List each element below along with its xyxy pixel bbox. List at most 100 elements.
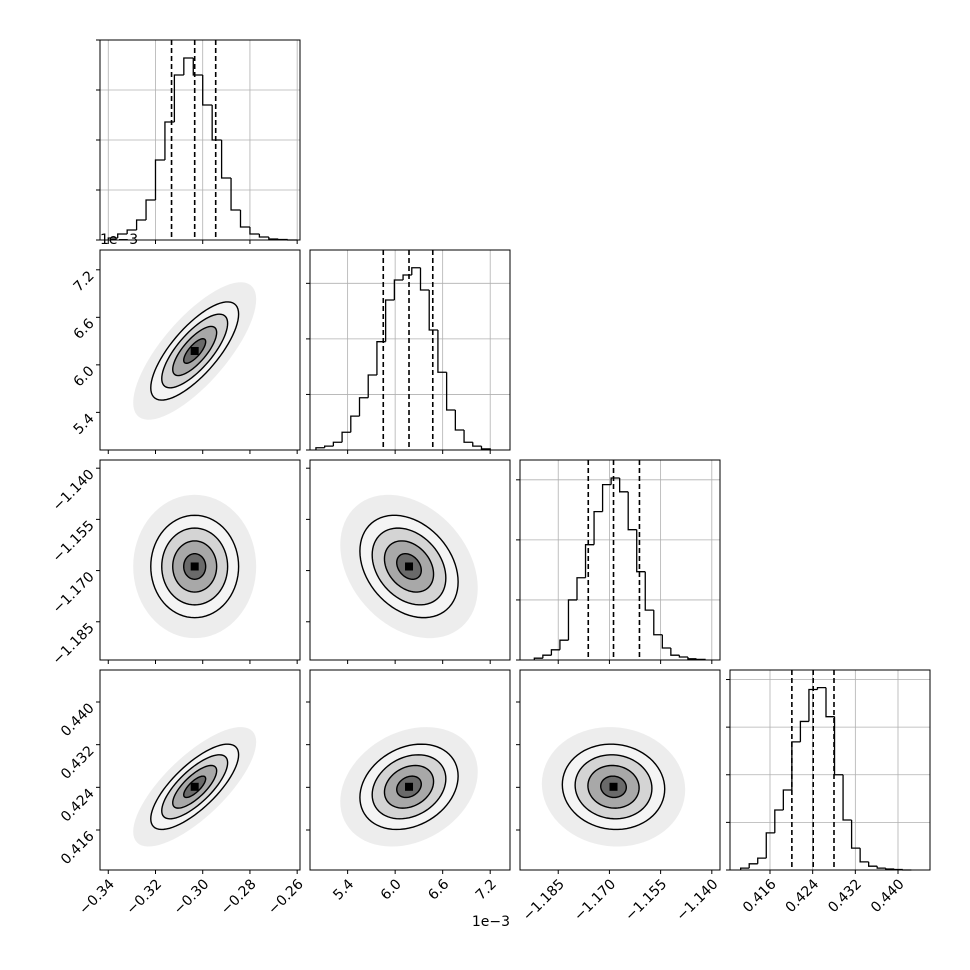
y-tick-label: 7.2 [71,268,98,295]
hist-bin [230,178,241,211]
contour [183,775,207,799]
offset-label: 1e−3 [472,914,510,930]
hist-bin [154,159,165,200]
hist-bin [135,219,147,230]
hist-bin [315,447,325,450]
hist-bin [402,274,412,280]
hist-bin [183,57,194,75]
hist-bin [211,105,222,141]
y-tick-label: 0.440 [58,700,98,740]
hist-bin [653,610,663,636]
density-peak [190,782,199,791]
contour [561,743,666,831]
x-tick-label: −0.28 [218,876,260,918]
hist-bin [411,267,421,275]
hist-bin [277,238,288,241]
hist-bin [765,832,775,859]
y-tick-label: −1.140 [50,467,98,515]
hist-bin [445,372,456,411]
hist-bin [145,199,156,220]
hist-bin [419,267,430,291]
panel-frame [309,249,511,451]
hist-bin [126,229,137,234]
contour [600,775,628,799]
hist-bin [376,341,386,375]
contour [150,301,240,401]
hist-bin [670,647,680,656]
hist-bin [833,716,844,776]
hist-bin [567,599,577,641]
y-tick-label: 0.424 [58,786,98,826]
y-tick-label: 0.416 [58,828,98,868]
hist-bin [593,511,603,545]
hist-bin [437,330,447,373]
hist-bin [393,279,404,300]
contour [161,754,229,820]
hist-bin [740,867,750,870]
contour [383,764,435,809]
hist-bin [816,686,826,690]
hist-bin [661,634,671,649]
hist-bin [107,237,118,240]
contour [587,764,640,809]
panel-frame [99,459,301,661]
panel-frame [519,459,721,661]
panel-frame [309,459,511,661]
density-peak [405,782,414,791]
x-tick-label: 6.6 [425,876,452,903]
hist-bin [202,75,213,106]
panel-frame [99,249,301,451]
density-peak [609,782,618,791]
hist-bin [885,868,895,870]
hist-bin [627,491,637,531]
hist-bin [268,237,279,240]
hist-bin [559,639,569,650]
hist-bin [678,655,688,658]
contour [161,313,229,389]
x-tick-label: 5.4 [330,876,357,903]
hist-bin [239,210,250,228]
hist-bin [859,848,869,863]
hist-bin [367,374,377,398]
hist-bin [576,577,586,600]
hist-bin [825,687,835,718]
contour [359,514,459,619]
hist-bin [117,233,128,238]
hist-bin [472,442,482,447]
hist-bin [480,446,491,450]
contour [396,553,422,580]
hist-bin [782,789,792,810]
density-peak [405,562,414,571]
density-peak [190,346,199,355]
hist-bin [687,656,697,660]
hist-bin [164,121,175,160]
hist-bin [384,299,395,342]
hist-bin [748,863,758,869]
x-tick-label: −1.155 [622,876,670,924]
x-tick-label: 6.0 [378,876,405,903]
panel-frame [99,669,301,871]
hist-bin [644,571,654,611]
hist-bin [463,430,473,443]
contour [172,764,218,809]
hist-bin [757,857,767,864]
hist-bin [249,227,260,235]
hist-bin [341,431,351,443]
y-tick-label: −1.170 [50,569,98,617]
x-tick-label: 7.2 [473,876,500,903]
panel-frame [309,669,511,871]
y-tick-label: 6.0 [71,363,98,390]
x-tick-label: −0.26 [265,876,307,918]
contour [150,514,240,619]
contour [396,775,422,799]
hist-bin [192,58,203,76]
hist-bin [220,140,232,179]
hist-bin [454,410,465,431]
hist-bin [584,544,595,578]
x-tick-label: −1.185 [520,876,568,924]
contour [161,527,229,606]
y-tick-label: 6.6 [71,316,98,343]
contour [383,540,435,593]
x-tick-label: −0.34 [76,876,118,918]
y-tick-label: 5.4 [71,411,98,438]
